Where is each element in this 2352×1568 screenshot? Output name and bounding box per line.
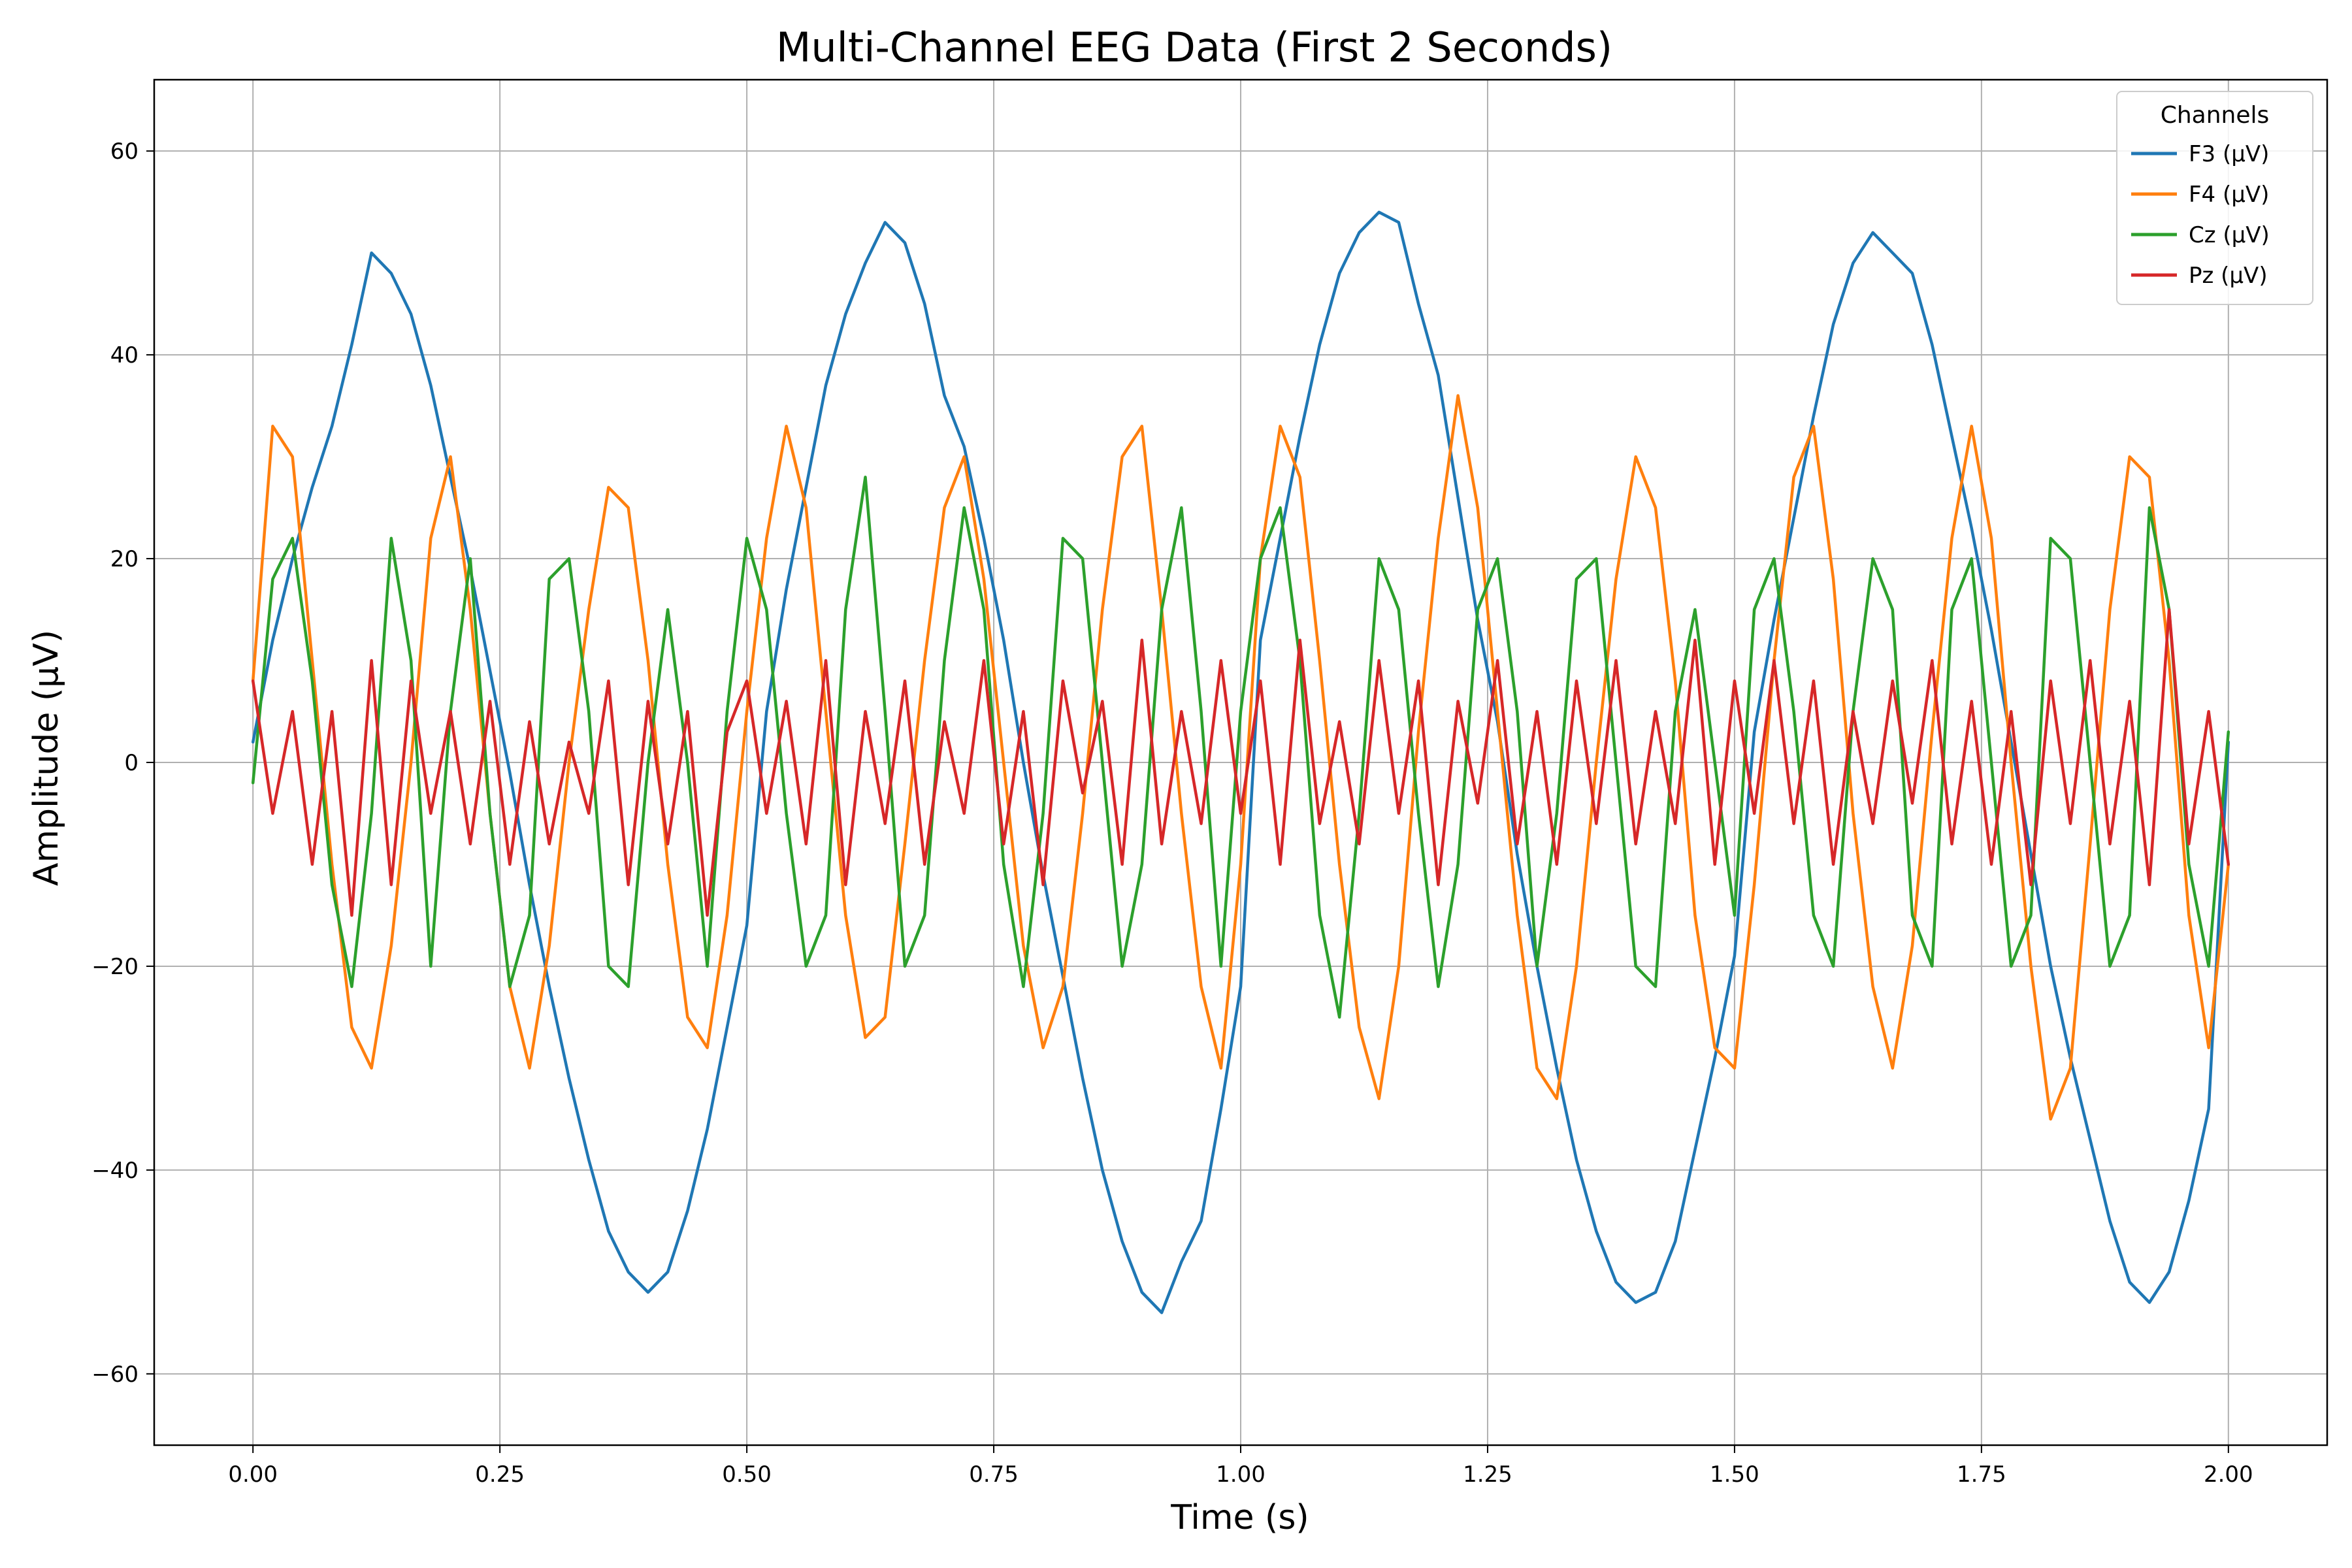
y-tick-label: 20 xyxy=(110,546,139,572)
legend-label: Pz (µV) xyxy=(2189,263,2268,289)
x-tick-label: 1.25 xyxy=(1463,1462,1512,1488)
y-tick-label: 60 xyxy=(110,139,139,165)
legend-label: F4 (µV) xyxy=(2189,182,2269,208)
x-tick-label: 1.75 xyxy=(1957,1462,2006,1488)
y-axis-label: Amplitude (µV) xyxy=(27,630,66,886)
series-line-f3 xyxy=(251,210,2230,1315)
legend: Channels F3 (µV) F4 (µV) Cz (µV) Pz (µV) xyxy=(2116,91,2313,305)
chart-title: Multi-Channel EEG Data (First 2 Seconds) xyxy=(776,24,1612,71)
x-tick-label: 1.50 xyxy=(1710,1462,1759,1488)
x-tick-label: 0.75 xyxy=(969,1462,1019,1488)
x-tick-label: 0.25 xyxy=(475,1462,525,1488)
y-axis-ticks: −60 −40 −20 0 20 40 60 xyxy=(91,139,154,1388)
x-tick-label: 2.00 xyxy=(2204,1462,2253,1488)
x-axis-ticks: 0.00 0.25 0.50 0.75 1.00 1.25 1.50 1.75 2.00 xyxy=(228,1445,2253,1488)
legend-label: F3 (µV) xyxy=(2189,141,2269,167)
y-tick-label: 40 xyxy=(110,342,139,368)
x-tick-label: 1.00 xyxy=(1216,1462,1266,1488)
x-tick-label: 0.50 xyxy=(722,1462,772,1488)
y-tick-label: −60 xyxy=(91,1362,139,1388)
y-tick-label: −40 xyxy=(91,1158,139,1184)
series-line-cz xyxy=(251,476,2230,1019)
legend-label: Cz (µV) xyxy=(2189,222,2270,248)
y-tick-label: 0 xyxy=(124,750,139,776)
x-tick-label: 0.00 xyxy=(228,1462,278,1488)
series-lines xyxy=(251,210,2230,1315)
series-line-pz xyxy=(251,608,2230,917)
legend-title: Channels xyxy=(2161,102,2270,129)
legend-box xyxy=(2116,91,2313,305)
y-tick-label: −20 xyxy=(91,954,139,980)
x-axis-label: Time (s) xyxy=(1170,1498,1309,1537)
